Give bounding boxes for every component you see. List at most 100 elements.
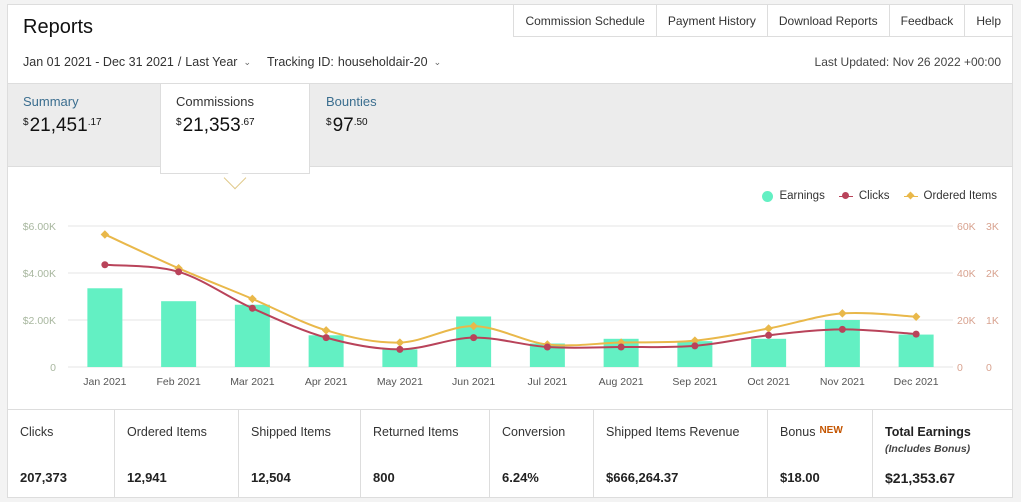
stats-bar: Clicks 207,373 Ordered Items 12,941 Ship… [8,409,1012,497]
earnings-swatch [762,190,774,202]
chevron-down-icon: ⌄ [433,56,442,67]
ordered-items-point [838,309,847,318]
total-earnings-label: Total Earnings [885,425,971,439]
earnings-bar [87,288,123,367]
stat-label: Ordered Items [127,425,207,439]
stat-value: 207,373 [20,470,67,485]
tab-summary-label: Summary [23,94,79,109]
amount-cents: .50 [353,117,368,128]
clicks-point [617,343,625,351]
y-tick-label-left: 0 [50,362,56,374]
earnings-bar [161,301,197,367]
clicks-point [470,334,478,342]
currency-symbol: $ [326,117,332,128]
tracking-id-select[interactable]: Tracking ID: householdair-20 ⌄ [267,55,441,69]
stat-label: Shipped Items [251,425,331,439]
stat-label: Shipped Items Revenue [606,425,740,439]
x-tick-label: Apr 2021 [305,376,348,388]
last-updated: Last Updated: Nov 26 2022 +00:00 [814,55,1001,69]
stat-bonus: Bonus NEW $18.00 [768,410,873,497]
stat-value: $18.00 [780,470,820,485]
tab-commissions[interactable]: Commissions $21,353.67 [160,84,310,174]
bounties-amount: $97.50 [326,115,446,137]
x-tick-label: Nov 2021 [820,376,865,388]
stat-conversion: Conversion 6.24% [490,410,594,497]
clicks-point [765,331,773,339]
y-tick-label-ordered: 1K [986,315,999,327]
currency-symbol: $ [176,117,182,128]
payment-history-button[interactable]: Payment History [656,5,768,37]
amount-cents: .67 [240,117,255,128]
stat-label: Clicks [20,425,54,439]
date-separator: / [177,55,182,69]
y-tick-label-clicks: 20K [957,315,976,327]
download-reports-button[interactable]: Download Reports [767,5,890,37]
y-tick-label-left: $4.00K [23,268,56,280]
summary-amount: $21,451.17 [23,115,145,137]
stat-value: $666,264.37 [606,470,679,485]
filter-bar: Jan 01 2021 - Dec 31 2021 / Last Year ⌄ … [23,55,457,69]
x-tick-label: Sep 2021 [672,376,717,388]
legend-earnings[interactable]: Earnings [762,190,825,202]
legend-clicks-label: Clicks [858,190,890,202]
clicks-point [396,345,404,353]
legend-ordered-items-label: Ordered Items [923,190,998,202]
commissions-amount: $21,353.67 [176,115,294,137]
stat-clicks: Clicks 207,373 [8,410,115,497]
tab-summary[interactable]: Summary $21,451.17 [8,84,160,168]
x-tick-label: Jun 2021 [452,376,495,388]
summary-tabs: Summary $21,451.17 Commissions $21,353.6… [8,83,1012,174]
earnings-bar [898,334,934,367]
clicks-point [691,342,699,350]
clicks-point [175,268,183,276]
stat-value: $21,353.67 [885,470,956,486]
ordered-items-point [248,294,257,304]
y-tick-label-ordered: 2K [986,268,999,280]
date-preset-value: Last Year [185,55,238,69]
date-range-select[interactable]: Jan 01 2021 - Dec 31 2021 / Last Year ⌄ [23,55,251,69]
legend-ordered-items[interactable]: Ordered Items [903,190,998,202]
legend-clicks[interactable]: Clicks [838,190,890,202]
y-tick-label-clicks: 0 [957,362,963,374]
stat-value: 6.24% [502,470,539,485]
stat-ordered-items: Ordered Items 12,941 [115,410,239,497]
date-range-value: Jan 01 2021 - Dec 31 2021 [23,55,174,69]
x-tick-label: Aug 2021 [599,376,644,388]
x-tick-label: May 2021 [377,376,423,388]
ordered-items-point [469,321,478,331]
ordered-items-point [321,326,331,335]
amount-whole: 97 [332,115,354,136]
currency-symbol: $ [23,117,29,128]
x-tick-label: Feb 2021 [156,376,201,388]
stat-label: Returned Items [373,425,459,439]
y-tick-label-ordered: 3K [986,221,999,233]
clicks-point [248,304,256,312]
x-tick-label: Mar 2021 [230,376,275,388]
legend-earnings-label: Earnings [779,190,825,202]
page-title: Reports [23,16,94,38]
x-tick-label: Jan 2021 [83,376,126,388]
help-button[interactable]: Help [965,5,1012,37]
chevron-down-icon: ⌄ [243,56,251,67]
commission-schedule-button[interactable]: Commission Schedule [514,5,657,37]
amount-whole: 21,353 [182,115,241,136]
ordered-items-point [100,230,110,239]
tab-bounties[interactable]: Bounties $97.50 [311,84,461,168]
stat-label: Total Earnings (Includes Bonus) [885,425,1002,455]
clicks-point [101,261,109,269]
y-tick-label-clicks: 60K [957,221,976,233]
reports-panel: Reports Commission Schedule Payment Hist… [7,4,1013,498]
bonus-label: Bonus [780,425,816,439]
tab-bounties-label: Bounties [326,94,377,109]
feedback-button[interactable]: Feedback [889,5,966,37]
ordered-items-line [104,233,917,347]
tracking-id-label: Tracking ID: [266,55,334,69]
ordered-items-point [395,338,405,347]
tab-commissions-label: Commissions [176,94,255,109]
chart-legend: Earnings Clicks Ordered Items [748,190,997,202]
stat-value: 800 [373,470,395,485]
new-badge: NEW [819,425,843,436]
performance-chart: Earnings Clicks Ordered Items 0 0 0 $2.00K 2… [8,168,1012,408]
earnings-bar [529,343,565,367]
stat-shipped-items: Shipped Items 12,504 [239,410,361,497]
